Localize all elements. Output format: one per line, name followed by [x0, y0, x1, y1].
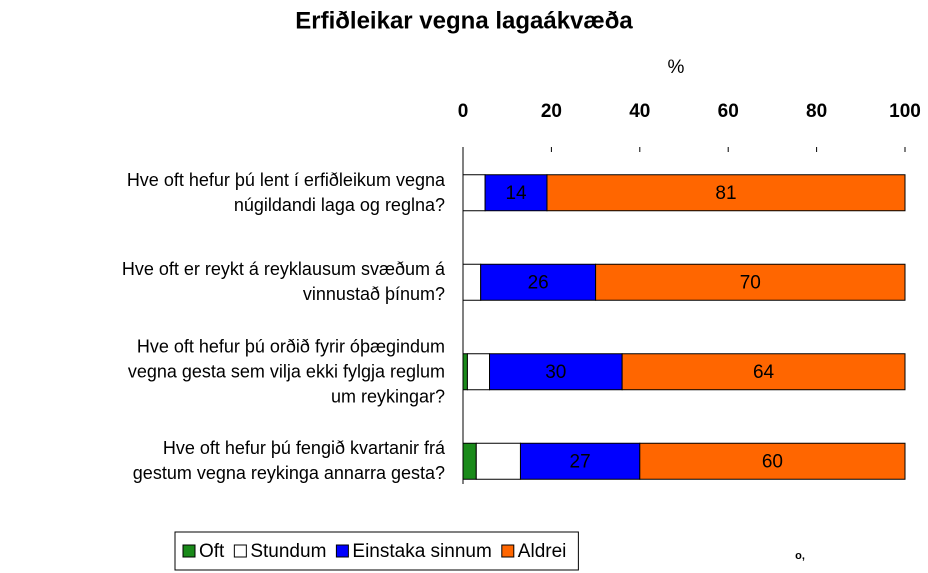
category-label: Hve oft hefur þú orðið fyrir óþægindum v…	[127, 336, 445, 407]
x-tick-label: 80	[806, 101, 827, 122]
legend-swatch	[233, 544, 247, 558]
annotation: o,	[795, 550, 805, 562]
x-tick-label: 20	[541, 101, 562, 122]
legend-swatch	[335, 544, 349, 558]
data-label: 64	[753, 362, 775, 383]
category-label: Hve oft er reykt á reyklausum svæðum á v…	[121, 259, 445, 305]
category-label: Hve oft hefur þú lent í erfiðleikum vegn…	[126, 169, 445, 215]
bar-segment	[475, 442, 521, 480]
legend-swatch	[501, 544, 515, 558]
x-tick-label: 100	[889, 101, 921, 122]
category-label: Hve oft hefur þú fengið kvartanir frá ge…	[132, 438, 445, 484]
data-label: 26	[528, 272, 549, 293]
legend-label: Oft	[199, 541, 225, 562]
data-label: 30	[545, 362, 566, 383]
bar-segment	[462, 442, 477, 480]
bar-segment	[639, 442, 906, 480]
bar-segment	[462, 174, 486, 212]
bar-segment	[489, 353, 623, 391]
bar-segment	[546, 174, 906, 212]
legend-label: Aldrei	[518, 541, 567, 562]
bar-segment	[462, 263, 482, 301]
data-label: 14	[505, 183, 527, 204]
x-tick-label: 60	[718, 101, 739, 122]
axis-label: %	[668, 57, 685, 78]
data-label: 60	[762, 451, 783, 472]
data-label: 70	[740, 272, 761, 293]
bar-segment	[519, 442, 641, 480]
data-label: 27	[570, 451, 591, 472]
bar-segment	[484, 174, 548, 212]
bar-segment	[462, 353, 468, 391]
x-tick-label: 0	[458, 101, 469, 122]
bar-segment	[480, 263, 597, 301]
bar-segment	[466, 353, 491, 391]
bar-segment	[621, 353, 906, 391]
bar-segment	[595, 263, 906, 301]
x-tick-label: 40	[629, 101, 650, 122]
legend-label: Stundum	[250, 541, 326, 562]
chart-title: Erfiðleikar vegna lagaákvæða	[295, 7, 633, 34]
legend-label: Einstaka sinnum	[352, 541, 491, 562]
data-label: 81	[715, 183, 736, 204]
legend-swatch	[182, 544, 196, 558]
